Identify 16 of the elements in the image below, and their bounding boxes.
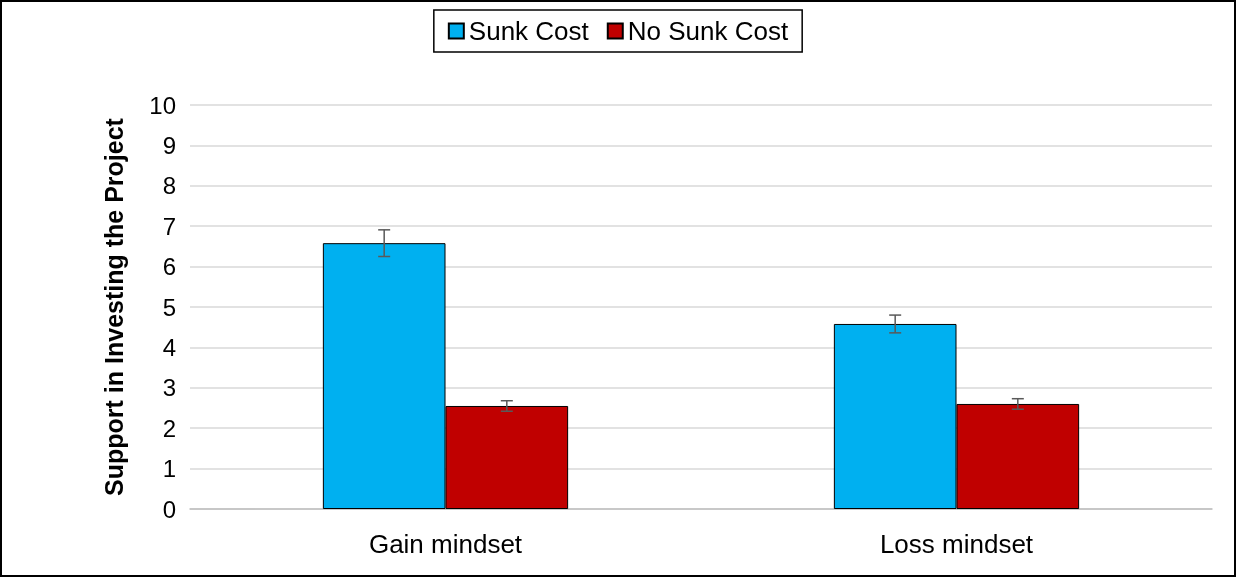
y-tick-label: 1 [162,455,176,483]
legend-label: No Sunk Cost [627,16,789,46]
y-axis-title: Support in Investing the Project [99,117,128,496]
legend-label: Sunk Cost [468,16,590,46]
y-tick-label: 3 [162,374,176,402]
x-tick-label: Gain mindset [368,529,523,559]
y-tick-label: 6 [162,253,176,281]
y-tick-label: 9 [162,131,176,159]
y-tick-label: 5 [162,293,176,321]
y-tick-label: 10 [149,91,176,119]
y-tick-label: 4 [162,333,176,361]
x-tick-label: Loss mindset [879,529,1034,559]
y-tick-label: 8 [162,172,176,200]
y-tick-label: 2 [162,414,176,442]
y-tick-label: 0 [162,495,176,523]
y-tick-label: 7 [162,212,176,240]
